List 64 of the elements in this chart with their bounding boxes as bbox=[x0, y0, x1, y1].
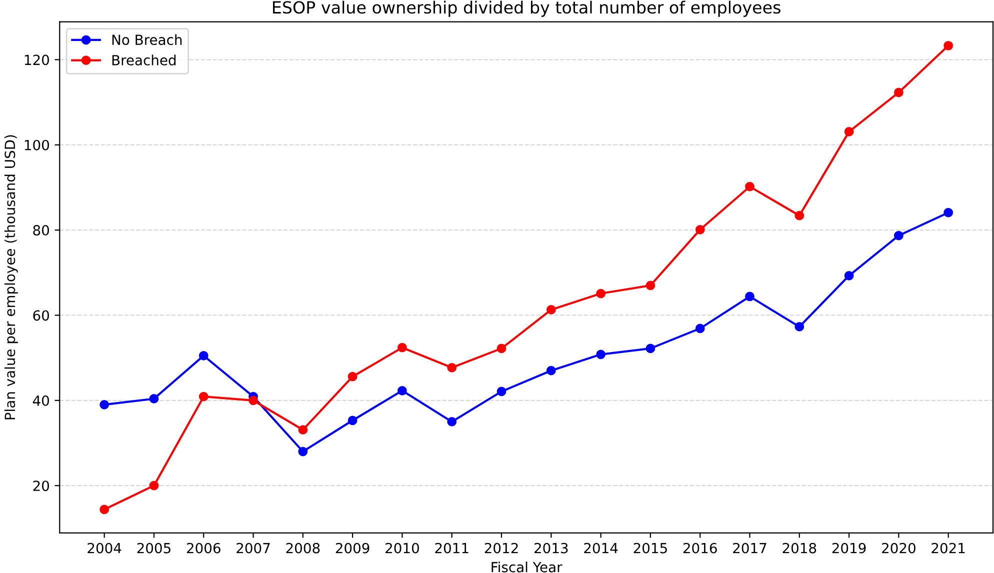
x-tick-label: 2021 bbox=[932, 542, 965, 554]
point bbox=[198, 392, 208, 402]
x-tick-label: 2014 bbox=[584, 542, 618, 554]
point bbox=[447, 417, 457, 426]
y-tick-label: 20 bbox=[33, 480, 49, 492]
x-tick-label: 2005 bbox=[137, 542, 170, 554]
point bbox=[794, 210, 804, 220]
point bbox=[794, 322, 804, 332]
point bbox=[695, 224, 705, 234]
point bbox=[944, 40, 954, 50]
point bbox=[646, 280, 656, 290]
point bbox=[348, 372, 358, 382]
point bbox=[248, 396, 258, 406]
point bbox=[198, 351, 208, 360]
legend-label: No Breach bbox=[112, 34, 182, 46]
point bbox=[894, 230, 904, 240]
x-tick-label: 2010 bbox=[386, 542, 419, 554]
legend-label: Breached bbox=[112, 54, 176, 66]
x-tick-label: 2004 bbox=[88, 542, 122, 554]
point bbox=[398, 342, 407, 352]
point bbox=[546, 305, 556, 314]
point bbox=[546, 366, 556, 376]
point bbox=[149, 394, 159, 404]
y-tick-label: 100 bbox=[24, 140, 49, 150]
x-tick-label: 2018 bbox=[782, 542, 816, 554]
x-tick-label: 2012 bbox=[484, 542, 518, 554]
point bbox=[149, 480, 159, 490]
x-tick-label: 2007 bbox=[236, 542, 270, 554]
x-axis-title: Fiscal Year bbox=[492, 562, 562, 572]
x-tick-label: 2019 bbox=[832, 542, 866, 554]
point bbox=[745, 292, 754, 302]
point bbox=[100, 400, 110, 410]
y-axis-title: Plan value per employee (thousand USD) bbox=[4, 135, 18, 420]
point bbox=[894, 88, 904, 98]
x-tick-label: 2008 bbox=[286, 542, 320, 554]
point bbox=[944, 208, 954, 218]
x-tick-label: 2009 bbox=[336, 542, 370, 554]
point bbox=[100, 504, 110, 514]
x-tick-label: 2017 bbox=[733, 542, 766, 554]
y-tick-label: 60 bbox=[33, 310, 49, 321]
y-tick-label: 120 bbox=[24, 54, 49, 66]
point bbox=[496, 386, 506, 396]
point bbox=[844, 126, 854, 136]
point bbox=[596, 350, 606, 360]
point bbox=[447, 362, 457, 372]
point bbox=[398, 386, 407, 396]
y-tick-label: 40 bbox=[32, 395, 49, 406]
x-tick-label: 2006 bbox=[186, 542, 220, 554]
point bbox=[646, 344, 656, 354]
point bbox=[348, 416, 358, 426]
x-tick-label: 2016 bbox=[683, 542, 717, 554]
point bbox=[298, 446, 308, 456]
x-tick-label: 2015 bbox=[634, 542, 667, 554]
point bbox=[745, 182, 754, 192]
point bbox=[298, 425, 308, 434]
point bbox=[496, 344, 506, 354]
x-tick-label: 2011 bbox=[435, 542, 468, 554]
point bbox=[695, 324, 705, 334]
x-tick-label: 2020 bbox=[882, 542, 916, 554]
point bbox=[844, 270, 854, 280]
x-tick-label: 2013 bbox=[534, 542, 568, 554]
point bbox=[596, 288, 606, 298]
chart-title: ESOP value ownership divided by total number of employees bbox=[273, 0, 780, 17]
y-tick-label: 80 bbox=[33, 225, 49, 236]
